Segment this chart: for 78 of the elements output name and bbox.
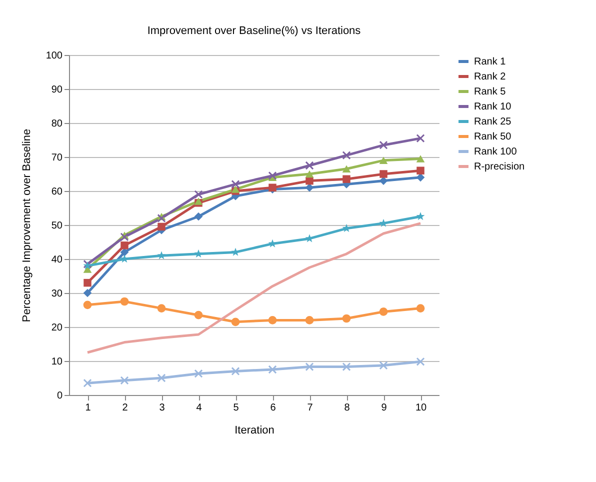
legend-label: Rank 100 xyxy=(474,146,518,158)
point xyxy=(416,155,425,162)
point xyxy=(416,304,425,312)
point xyxy=(416,212,425,220)
point xyxy=(120,376,129,385)
point xyxy=(342,314,351,323)
point xyxy=(379,156,388,164)
point xyxy=(305,362,314,372)
point xyxy=(120,297,129,306)
x-tick-label: 2 xyxy=(122,402,128,414)
point xyxy=(83,300,92,310)
point xyxy=(268,316,277,324)
y-tick-label: 60 xyxy=(51,186,63,198)
y-tick-label: 20 xyxy=(51,322,63,334)
x-tick-label: 8 xyxy=(344,402,350,414)
chart-title: Improvement over Baseline(%) vs Iterations xyxy=(147,25,362,37)
y-tick-label: 70 xyxy=(51,152,63,164)
point xyxy=(416,173,425,182)
legend-label: Rank 2 xyxy=(474,72,506,82)
point xyxy=(157,251,166,260)
y-tick-label: 90 xyxy=(51,84,63,96)
point xyxy=(194,369,203,378)
point xyxy=(416,357,425,366)
point xyxy=(306,176,314,185)
point xyxy=(231,366,240,376)
point xyxy=(305,316,314,324)
y-tick-label: 30 xyxy=(51,288,63,300)
x-tick-label: 3 xyxy=(159,402,166,414)
point xyxy=(194,249,203,258)
point xyxy=(379,308,388,316)
y-tick-label: 80 xyxy=(51,118,63,130)
legend-label: R-precision xyxy=(474,162,525,172)
point xyxy=(305,161,314,170)
point xyxy=(342,151,351,160)
point xyxy=(83,378,92,388)
point xyxy=(157,304,166,312)
point xyxy=(194,190,203,199)
point xyxy=(231,318,240,326)
y-tick-label: 10 xyxy=(51,356,63,368)
point xyxy=(120,232,129,242)
point xyxy=(268,171,277,180)
point xyxy=(158,222,166,231)
x-axis-title: Iteration xyxy=(234,424,274,436)
legend-label: Rank 10 xyxy=(474,102,512,112)
y-axis-title: Percentage Improvement over Baseline xyxy=(20,128,33,322)
point xyxy=(231,180,240,188)
legend-label: Rank 50 xyxy=(474,132,512,142)
legend-label: Rank 1 xyxy=(474,56,506,68)
x-tick-label: 5 xyxy=(233,402,240,414)
point xyxy=(157,374,166,382)
x-tick-label: 6 xyxy=(270,402,276,414)
y-tick-label: 40 xyxy=(51,254,63,266)
legend-label: Rank 5 xyxy=(474,86,506,98)
point xyxy=(416,166,424,174)
x-tick-label: 10 xyxy=(415,402,427,414)
point xyxy=(342,175,350,183)
point xyxy=(305,170,314,178)
point xyxy=(379,361,388,370)
x-tick-label: 9 xyxy=(381,402,388,414)
y-tick-label: 100 xyxy=(46,50,63,62)
point xyxy=(380,170,388,178)
y-tick-label: 50 xyxy=(51,220,63,232)
point xyxy=(120,242,128,250)
point xyxy=(379,140,388,150)
point xyxy=(416,134,425,143)
point xyxy=(84,278,92,287)
y-tick-label: 0 xyxy=(56,390,63,402)
legend-label: Rank 25 xyxy=(474,116,512,128)
point xyxy=(342,362,351,372)
x-tick-label: 7 xyxy=(307,402,314,414)
point xyxy=(194,212,203,221)
line-series xyxy=(86,222,422,354)
point xyxy=(268,365,277,374)
x-tick-label: 1 xyxy=(85,402,92,414)
point xyxy=(194,310,203,320)
point xyxy=(342,165,351,173)
x-tick-label: 4 xyxy=(196,402,202,414)
point xyxy=(83,288,92,298)
